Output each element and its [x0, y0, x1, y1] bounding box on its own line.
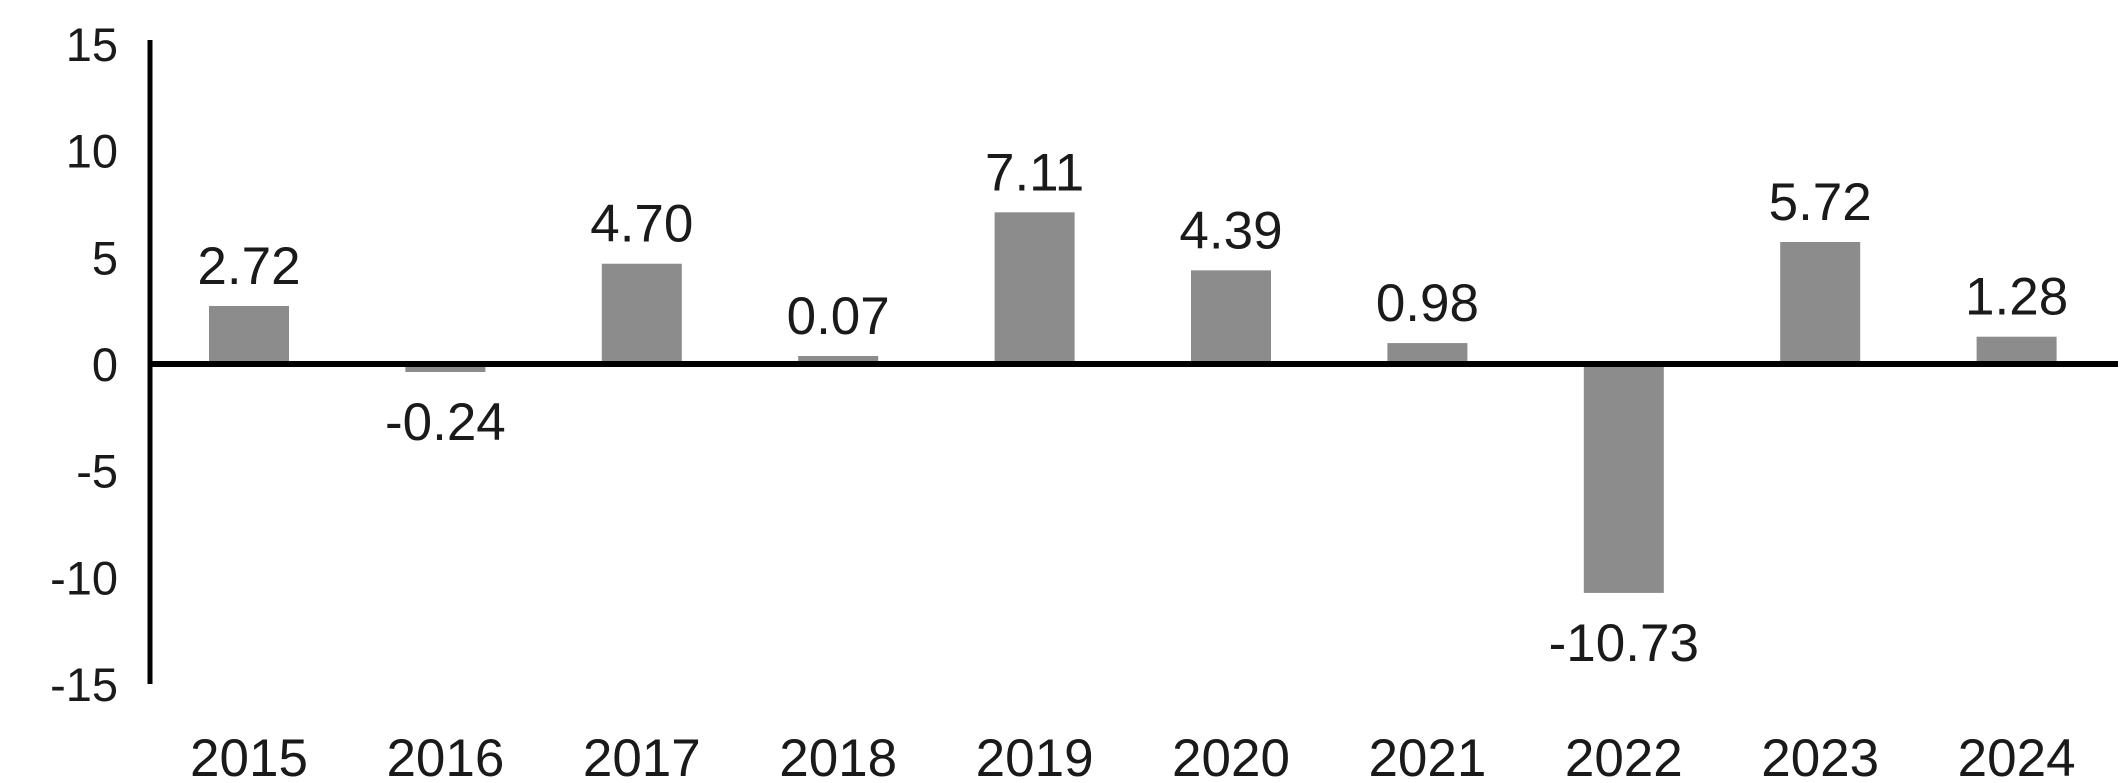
y-tick-label: 0	[92, 338, 118, 391]
y-tick-label: 15	[66, 18, 118, 71]
data-label: -10.73	[1549, 614, 1699, 673]
bar	[1191, 270, 1271, 364]
data-label: 0.07	[787, 287, 890, 346]
data-label: 7.11	[985, 143, 1084, 202]
x-tick-label: 2017	[583, 729, 701, 783]
y-tick-labels: 15 10 5 0 -5 -10 -15	[50, 18, 118, 711]
x-tick-labels: 2015 2016 2017 2018 2019 2020 2021 2022 2023 2024	[190, 729, 2076, 783]
bar	[405, 364, 486, 372]
y-tick-label: -15	[50, 658, 118, 711]
x-tick-label: 2021	[1368, 729, 1486, 783]
data-labels: 2.72 -0.24 4.70 0.07 7.11 4.39 0.98 -10.73 5.72 1…	[197, 143, 2068, 673]
bar	[798, 356, 879, 364]
x-tick-label: 2024	[1958, 729, 2076, 783]
data-label: 2.72	[197, 237, 300, 296]
bar	[1976, 336, 2057, 364]
bar	[1780, 241, 1861, 364]
y-tick-label: 5	[92, 231, 118, 284]
data-label: 5.72	[1769, 173, 1872, 232]
y-tick-label: -10	[50, 551, 118, 604]
bar	[1583, 364, 1664, 593]
x-tick-label: 2023	[1761, 729, 1879, 783]
y-tick-label: 10	[66, 125, 118, 178]
bars	[209, 212, 2057, 593]
x-tick-label: 2018	[779, 729, 897, 783]
bar	[601, 263, 682, 364]
bar	[1387, 343, 1468, 364]
data-label: 4.39	[1179, 201, 1282, 260]
data-label: 0.98	[1376, 274, 1479, 333]
data-label: 1.28	[1965, 268, 2068, 327]
x-tick-label: 2016	[386, 729, 504, 783]
x-tick-label: 2015	[190, 729, 308, 783]
x-tick-label: 2019	[976, 729, 1094, 783]
x-tick-label: 2020	[1172, 729, 1290, 783]
x-tick-label: 2022	[1565, 729, 1683, 783]
data-label: -0.24	[385, 393, 506, 452]
data-label: 4.70	[590, 195, 693, 254]
bar	[209, 305, 289, 364]
axes	[147, 40, 2118, 684]
bar	[994, 212, 1075, 364]
y-tick-label: -5	[76, 445, 118, 498]
